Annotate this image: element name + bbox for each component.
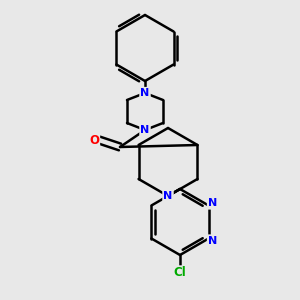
Text: N: N <box>208 236 217 245</box>
Text: N: N <box>140 88 150 98</box>
Text: O: O <box>89 134 99 146</box>
Text: N: N <box>164 191 172 201</box>
Text: N: N <box>140 125 150 135</box>
Text: Cl: Cl <box>174 266 186 280</box>
Text: N: N <box>208 199 217 208</box>
